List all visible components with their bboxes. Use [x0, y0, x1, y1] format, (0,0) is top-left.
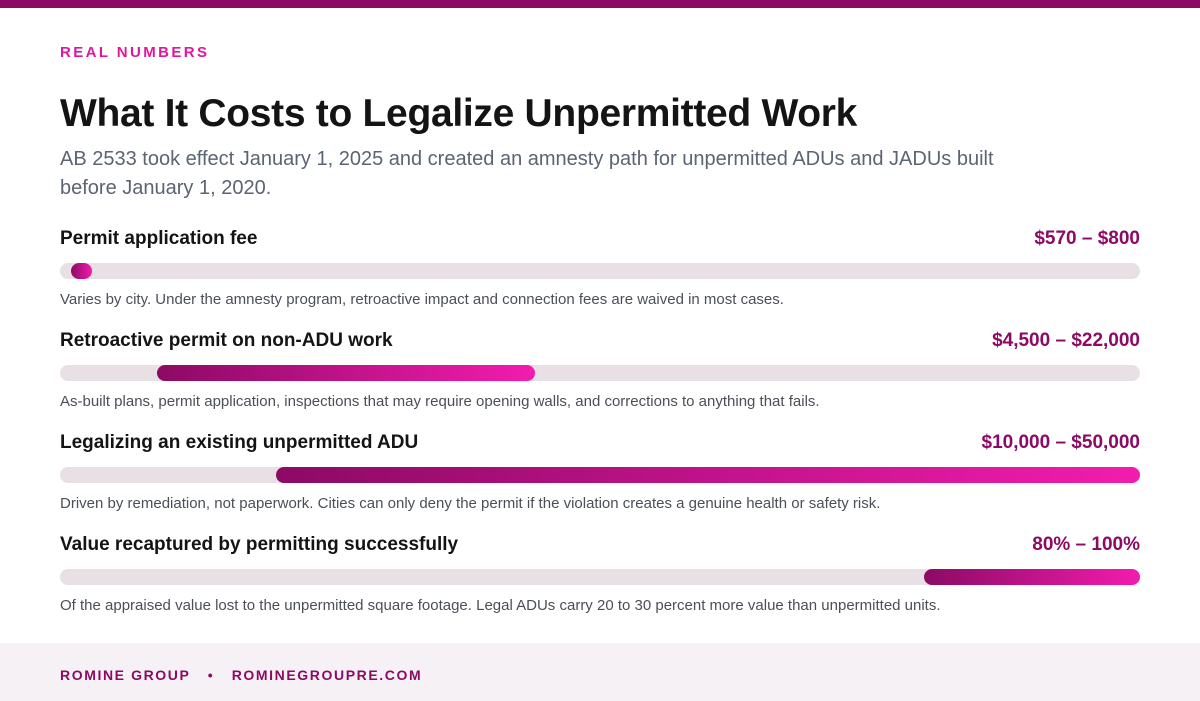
row-header: Retroactive permit on non-ADU work $4,500…: [60, 330, 1140, 356]
row-note: Driven by remediation, not paperwork. Ci…: [60, 495, 881, 512]
range-bar: [71, 263, 92, 279]
eyebrow-label: REAL NUMBERS: [60, 44, 210, 61]
footer-site-link[interactable]: ROMINEGROUPRE.COM: [231, 667, 423, 683]
row-header: Value recaptured by permitting successfu…: [60, 534, 1140, 560]
row-note: As-built plans, permit application, insp…: [60, 393, 820, 410]
top-accent-bar: [0, 0, 1200, 8]
row-label: Retroactive permit on non-ADU work: [60, 330, 393, 351]
row-range-value: 80% – 100%: [1032, 534, 1140, 555]
footer-brand: ROMINE GROUP: [60, 667, 191, 683]
row-note: Varies by city. Under the amnesty progra…: [60, 291, 784, 308]
row-label: Permit application fee: [60, 228, 258, 249]
footer-separator: •: [207, 667, 215, 683]
range-bar: [276, 467, 1140, 483]
page-title: What It Costs to Legalize Unpermitted Wo…: [60, 92, 858, 135]
row-header: Legalizing an existing unpermitted ADU $1…: [60, 432, 1140, 458]
row-range-value: $10,000 – $50,000: [981, 432, 1141, 453]
range-track: [60, 467, 1140, 483]
range-track: [60, 365, 1140, 381]
chart-row: Retroactive permit on non-ADU work $4,500…: [60, 330, 1140, 432]
row-note: Of the appraised value lost to the unper…: [60, 597, 941, 614]
cost-range-chart: Permit application fee $570 – $800 Varies …: [60, 228, 1140, 636]
range-track: [60, 569, 1140, 585]
row-range-value: $570 – $800: [1034, 228, 1140, 249]
range-bar: [157, 365, 535, 381]
row-label: Value recaptured by permitting successfu…: [60, 534, 459, 555]
footer: ROMINE GROUP • ROMINEGROUPRE.COM: [0, 643, 1200, 701]
chart-row: Permit application fee $570 – $800 Varies …: [60, 228, 1140, 330]
chart-row: Legalizing an existing unpermitted ADU $1…: [60, 432, 1140, 534]
range-bar: [924, 569, 1140, 585]
row-header: Permit application fee $570 – $800: [60, 228, 1140, 254]
row-range-value: $4,500 – $22,000: [992, 330, 1140, 351]
footer-text: ROMINE GROUP • ROMINEGROUPRE.COM: [60, 667, 422, 683]
range-track: [60, 263, 1140, 279]
page-subtitle: AB 2533 took effect January 1, 2025 and …: [60, 148, 994, 199]
row-label: Legalizing an existing unpermitted ADU: [60, 432, 419, 453]
chart-row: Value recaptured by permitting successfu…: [60, 534, 1140, 636]
